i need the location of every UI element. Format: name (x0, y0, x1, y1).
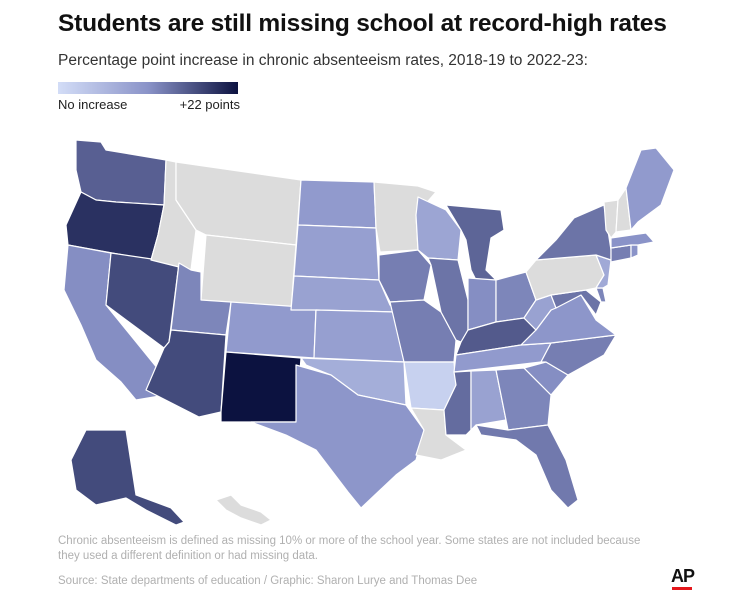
source-credit: Source: State departments of education /… (58, 575, 478, 587)
state-ks (313, 309, 405, 363)
state-wa (75, 139, 167, 206)
state-wy (200, 234, 297, 311)
ap-logo-underline (672, 587, 692, 590)
state-ri (630, 244, 639, 259)
state-fl (475, 424, 579, 509)
state-ma (610, 232, 655, 249)
legend-max-label: +22 points (179, 97, 240, 112)
state-in (467, 277, 497, 331)
chart-title: Students are still missing school at rec… (58, 10, 667, 37)
state-ia (378, 249, 432, 303)
state-hi (215, 494, 272, 526)
state-me (625, 147, 675, 231)
legend-min-label: No increase (58, 97, 128, 112)
state-pa (525, 254, 605, 301)
state-vt (603, 199, 619, 239)
state-sd (293, 224, 380, 281)
legend-gradient-bar (58, 82, 238, 94)
state-ak (70, 429, 185, 526)
state-nd (297, 179, 377, 229)
state-az (145, 329, 227, 418)
ap-logo: AP (671, 566, 695, 586)
footnote: Chronic absenteeism is defined as missin… (58, 535, 641, 562)
state-tx (250, 364, 425, 509)
color-legend: No increase +22 points (58, 82, 240, 112)
state-nm (220, 351, 302, 423)
state-ny (535, 204, 612, 261)
state-al (470, 369, 507, 431)
chart-subtitle: Percentage point increase in chronic abs… (58, 52, 588, 69)
us-choropleth-map (63, 139, 675, 526)
